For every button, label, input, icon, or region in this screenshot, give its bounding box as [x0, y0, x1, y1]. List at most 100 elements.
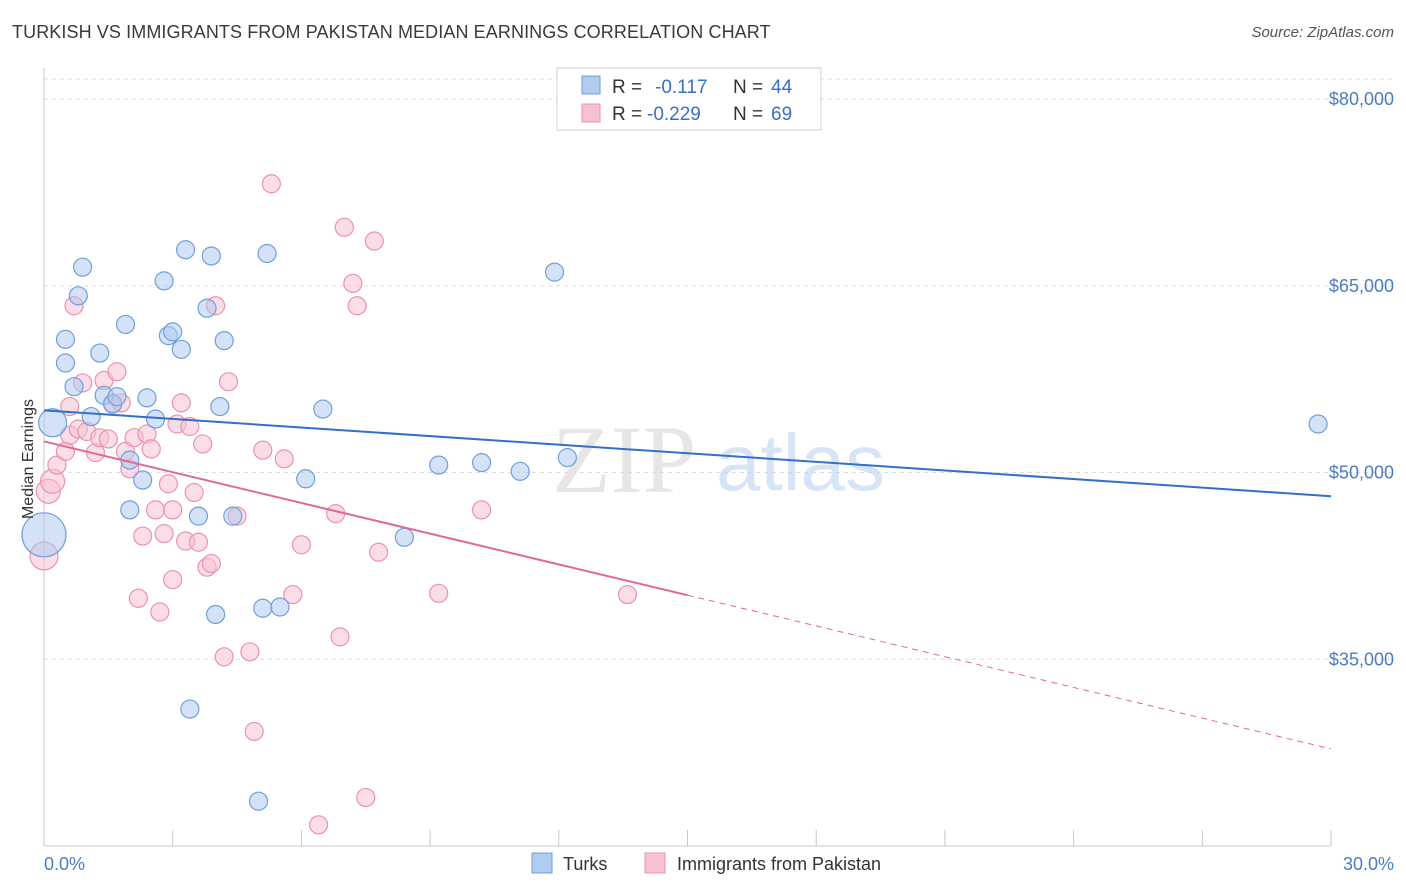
turks-point [201, 246, 221, 266]
turks-point [115, 314, 136, 335]
pakistan-point [334, 217, 354, 237]
pakistan-trend-line [43, 440, 688, 597]
turks-point [68, 286, 88, 306]
stats-pak-r-value: -0.229 [647, 104, 701, 125]
turks-point [163, 322, 183, 342]
pakistan-point [128, 588, 148, 608]
turks-point [248, 791, 269, 811]
turks-point [206, 604, 226, 625]
pakistan-point [47, 455, 67, 475]
pakistan-point [171, 393, 191, 413]
bottom-legend: Turks Immigrants from Pakistan [531, 852, 881, 874]
y-tick-label: $65,000 [1329, 276, 1394, 296]
pakistan-point [188, 532, 209, 552]
legend-turks-label: Turks [563, 854, 607, 874]
zipatlas-watermark: ZIP atlas [552, 406, 885, 513]
pakistan-point [218, 372, 239, 392]
y-tick-labels: $35,000 $50,000 $65,000 $80,000 [1329, 89, 1394, 669]
turks-point [133, 470, 153, 490]
turks-point [510, 461, 530, 481]
pakistan-point [150, 602, 170, 622]
turks-point [394, 527, 414, 547]
turks-point [64, 377, 84, 397]
turks-point [253, 598, 273, 618]
series-turks-points [21, 240, 1328, 811]
stats-pak-n-label: N = [733, 104, 763, 125]
pakistan-point [330, 627, 350, 647]
pakistan-point [291, 535, 311, 555]
turks-point [471, 453, 492, 473]
pakistan-point [253, 440, 273, 460]
stats-legend-box: R = -0.117 N = 44 R = -0.229 N = 69 [556, 67, 822, 131]
pakistan-point [283, 584, 303, 605]
pakistan-point [244, 721, 264, 742]
stats-turks-n-label: N = [733, 77, 763, 98]
turks-point [296, 469, 316, 489]
pakistan-point [240, 642, 260, 662]
x-tick-label-min: 0.0% [44, 854, 85, 874]
turks-point [1308, 414, 1328, 434]
axes [43, 68, 1331, 847]
stats-turks-r-label: R = [612, 77, 642, 98]
stats-turks-r-value: -0.117 [655, 77, 707, 98]
turks-point [175, 240, 196, 260]
turks-point [107, 387, 127, 407]
pakistan-point [308, 815, 329, 835]
turks-point [21, 512, 67, 558]
pakistan-trend-extension [687, 594, 1332, 750]
turks-point [37, 408, 68, 438]
legend-pak-label: Immigrants from Pakistan [677, 854, 881, 874]
turks-point [171, 339, 191, 359]
turks-point [73, 257, 93, 277]
pakistan-point [347, 296, 367, 316]
stats-pak-r-label: R = [612, 104, 642, 125]
pakistan-point [201, 553, 221, 574]
trend-lines [43, 409, 1332, 750]
source-credit: Source: ZipAtlas.com [1251, 24, 1394, 41]
y-tick-label: $80,000 [1329, 89, 1394, 109]
pakistan-point [429, 583, 449, 603]
turks-point [210, 396, 230, 417]
turks-point [197, 298, 217, 318]
pakistan-point [98, 429, 118, 449]
turks-point [214, 331, 234, 351]
pakistan-point [214, 647, 234, 667]
pakistan-point [356, 787, 376, 808]
pakistan-point [154, 523, 174, 544]
stats-box-frame [556, 67, 822, 131]
pakistan-point [193, 434, 213, 454]
turks-point [429, 455, 449, 475]
y-axis-label: Median Earnings [20, 399, 37, 519]
legend-pak-swatch [644, 852, 666, 874]
turks-point [81, 406, 101, 427]
pakistan-point [184, 482, 204, 503]
turks-point [223, 506, 243, 526]
stats-pak-n-value: 69 [771, 104, 792, 125]
watermark-atlas: atlas [716, 418, 885, 507]
turks-point [55, 329, 76, 349]
turks-point [55, 353, 76, 373]
pakistan-point [261, 174, 281, 194]
pakistan-point [343, 273, 363, 293]
turks-point [137, 388, 157, 408]
turks-point [154, 271, 174, 291]
pakistan-point [141, 439, 161, 459]
chart-title: TURKISH VS IMMIGRANTS FROM PAKISTAN MEDI… [12, 22, 771, 42]
turks-point [188, 506, 209, 526]
turks-point [180, 699, 200, 719]
stats-pak-swatch [581, 103, 601, 123]
y-tick-label: $35,000 [1329, 649, 1394, 669]
turks-point [90, 343, 110, 363]
turks-point [270, 597, 290, 617]
pakistan-point [163, 500, 183, 520]
pakistan-point [364, 231, 384, 251]
pakistan-point [158, 474, 179, 494]
pakistan-point [369, 542, 389, 562]
legend-turks-swatch [531, 852, 553, 874]
pakistan-point [133, 526, 153, 546]
turks-point [257, 243, 277, 264]
turks-point [544, 262, 565, 282]
turks-point [313, 399, 333, 419]
pakistan-point [617, 584, 638, 605]
